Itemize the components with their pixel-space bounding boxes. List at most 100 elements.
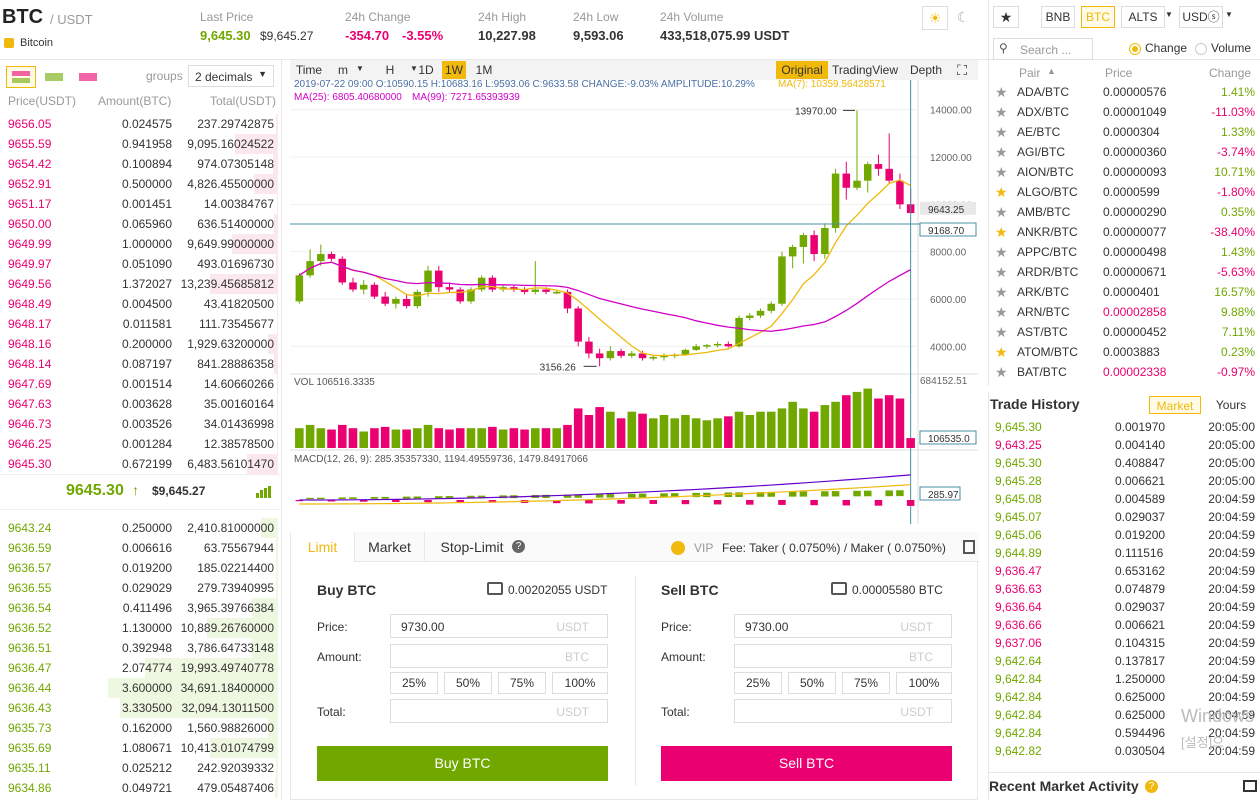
sort-up-icon[interactable]: ▲: [1047, 66, 1056, 76]
interval-m[interactable]: m: [338, 63, 348, 77]
star-icon[interactable]: ★: [995, 284, 1008, 300]
market-row[interactable]: ★ ANKR/BTC 0.00000077 -38.40%: [989, 222, 1259, 242]
sell-pct-75[interactable]: 75%: [842, 672, 890, 694]
tab-your-trades[interactable]: Yours: [1215, 398, 1247, 412]
chevron-down-icon[interactable]: ▼: [1165, 10, 1173, 19]
ask-row[interactable]: 9648.17 0.011581 111.73545677: [0, 314, 280, 334]
chevron-down-icon[interactable]: ▼: [410, 64, 418, 73]
market-row[interactable]: ★ ADA/BTC 0.00000576 1.41%: [989, 82, 1259, 102]
ask-row[interactable]: 9646.73 0.003526 34.01436998: [0, 414, 280, 434]
star-icon[interactable]: ★: [995, 204, 1008, 220]
ask-row[interactable]: 9649.97 0.051090 493.01696730: [0, 254, 280, 274]
market-row[interactable]: ★ AE/BTC 0.0000304 1.33%: [989, 122, 1259, 142]
buy-pct-25[interactable]: 25%: [390, 672, 438, 694]
market-tab-1[interactable]: BTC: [1081, 6, 1115, 28]
sell-amount-input[interactable]: BTC: [734, 644, 952, 668]
market-row[interactable]: ★ AION/BTC 0.00000093 10.71%: [989, 162, 1259, 182]
bid-row[interactable]: 9636.52 1.130000 10,889.26760000: [0, 618, 280, 638]
ask-row[interactable]: 9650.00 0.065960 636.51400000: [0, 214, 280, 234]
radio-volume[interactable]: [1195, 43, 1207, 55]
asks-only-icon[interactable]: [74, 66, 104, 88]
interval-time[interactable]: Time: [295, 63, 323, 77]
market-row[interactable]: ★ BAT/BTC 0.00002338 -0.97%: [989, 362, 1259, 382]
tab-limit[interactable]: Limit: [291, 532, 355, 562]
market-tab-2[interactable]: ALTS: [1121, 6, 1165, 28]
buy-pct-75[interactable]: 75%: [498, 672, 546, 694]
star-icon[interactable]: ★: [995, 144, 1008, 160]
market-row[interactable]: ★ AGI/BTC 0.00000360 -3.74%: [989, 142, 1259, 162]
bid-row[interactable]: 9643.24 0.250000 2,410.81000000: [0, 518, 280, 538]
star-icon[interactable]: ★: [995, 164, 1008, 180]
search-input[interactable]: ⚲ Search ...: [993, 38, 1093, 60]
candlestick-chart[interactable]: 14000.0012000.0010000.008000.006000.0040…: [290, 80, 978, 524]
bid-row[interactable]: 9634.86 0.049721 479.05487406: [0, 778, 280, 798]
star-icon[interactable]: ★: [995, 304, 1008, 320]
ask-row[interactable]: 9652.91 0.500000 4,826.45500000: [0, 174, 280, 194]
market-row[interactable]: ★ ATOM/BTC 0.0003883 0.23%: [989, 342, 1259, 362]
chevron-down-icon[interactable]: ▼: [1225, 10, 1233, 19]
col-pair[interactable]: Pair: [1019, 66, 1041, 80]
both-sides-icon[interactable]: [6, 66, 36, 88]
star-icon[interactable]: ★: [995, 364, 1008, 380]
view-original[interactable]: Original: [776, 61, 828, 79]
star-icon[interactable]: ★: [995, 224, 1008, 240]
market-row[interactable]: ★ ARDR/BTC 0.00000671 -5.63%: [989, 262, 1259, 282]
market-row[interactable]: ★ ARK/BTC 0.0000401 16.57%: [989, 282, 1259, 302]
tab-market-trades[interactable]: Market: [1149, 396, 1201, 414]
col-price[interactable]: Price: [1105, 66, 1133, 80]
sell-price-input[interactable]: 9730.00 USDT: [734, 614, 952, 638]
buy-button[interactable]: Buy BTC: [317, 746, 608, 781]
ask-row[interactable]: 9649.56 1.372027 13,239.45685812: [0, 274, 280, 294]
ask-row[interactable]: 9656.05 0.024575 237.29742875: [0, 114, 280, 134]
ask-row[interactable]: 9648.14 0.087197 841.28886358: [0, 354, 280, 374]
coin-info-icon[interactable]: [4, 38, 14, 48]
ask-row[interactable]: 9647.63 0.003628 35.00160164: [0, 394, 280, 414]
ask-row[interactable]: 9651.17 0.001451 14.00384767: [0, 194, 280, 214]
market-row[interactable]: ★ AST/BTC 0.00000452 7.11%: [989, 322, 1259, 342]
bid-row[interactable]: 9635.11 0.025212 242.92039332: [0, 758, 280, 778]
market-tab-3[interactable]: USDⓢ: [1179, 6, 1223, 28]
signal-icon[interactable]: [256, 486, 271, 501]
help-icon[interactable]: ?: [512, 540, 525, 553]
star-icon[interactable]: ★: [995, 124, 1008, 140]
tab-market[interactable]: Market: [355, 532, 425, 562]
bid-row[interactable]: 9636.59 0.006616 63.75567944: [0, 538, 280, 558]
ask-row[interactable]: 9645.30 0.672199 6,483.56101470: [0, 454, 280, 474]
expand-icon[interactable]: [1243, 780, 1257, 792]
star-icon[interactable]: ★: [995, 324, 1008, 340]
star-icon[interactable]: ★: [995, 264, 1008, 280]
market-row[interactable]: ★ APPC/BTC 0.00000498 1.43%: [989, 242, 1259, 262]
radio-change-label[interactable]: Change: [1145, 41, 1188, 55]
bids-only-icon[interactable]: [40, 66, 70, 88]
market-tab-0[interactable]: BNB: [1041, 6, 1075, 28]
star-icon[interactable]: ★: [995, 104, 1008, 120]
ask-row[interactable]: 9648.49 0.004500 43.41820500: [0, 294, 280, 314]
star-icon[interactable]: ★: [995, 84, 1008, 100]
bid-row[interactable]: 9636.47 2.074774 19,993.49740778: [0, 658, 280, 678]
calculator-icon[interactable]: [963, 540, 975, 554]
ask-row[interactable]: 9646.25 0.001284 12.38578500: [0, 434, 280, 454]
buy-amount-input[interactable]: BTC: [390, 644, 608, 668]
radio-change[interactable]: [1129, 43, 1141, 55]
bid-row[interactable]: 9636.57 0.019200 185.02214400: [0, 558, 280, 578]
ask-row[interactable]: 9647.69 0.001514 14.60660266: [0, 374, 280, 394]
sun-icon[interactable]: ☀: [922, 6, 948, 30]
fullscreen-icon[interactable]: ⛶: [957, 62, 967, 78]
star-icon[interactable]: ★: [995, 184, 1008, 200]
market-row[interactable]: ★ ARN/BTC 0.00002858 9.88%: [989, 302, 1259, 322]
market-row[interactable]: ★ ADX/BTC 0.00001049 -11.03%: [989, 102, 1259, 122]
sell-pct-25[interactable]: 25%: [734, 672, 782, 694]
view-tradingview[interactable]: TradingView: [831, 63, 899, 77]
buy-pct-50[interactable]: 50%: [444, 672, 492, 694]
buy-pct-100[interactable]: 100%: [552, 672, 608, 694]
star-icon[interactable]: ★: [993, 6, 1019, 28]
ask-row[interactable]: 9649.99 1.000000 9,649.99000000: [0, 234, 280, 254]
bid-row[interactable]: 9636.51 0.392948 3,786.64733148: [0, 638, 280, 658]
col-change[interactable]: Change: [1209, 66, 1252, 80]
star-icon[interactable]: ★: [995, 344, 1008, 360]
interval-1d[interactable]: 1D: [418, 63, 434, 77]
sell-pct-100[interactable]: 100%: [896, 672, 952, 694]
chevron-down-icon[interactable]: ▼: [356, 64, 364, 73]
buy-total-input[interactable]: USDT: [390, 699, 608, 723]
groups-select[interactable]: 2 decimals ▼: [188, 65, 274, 87]
